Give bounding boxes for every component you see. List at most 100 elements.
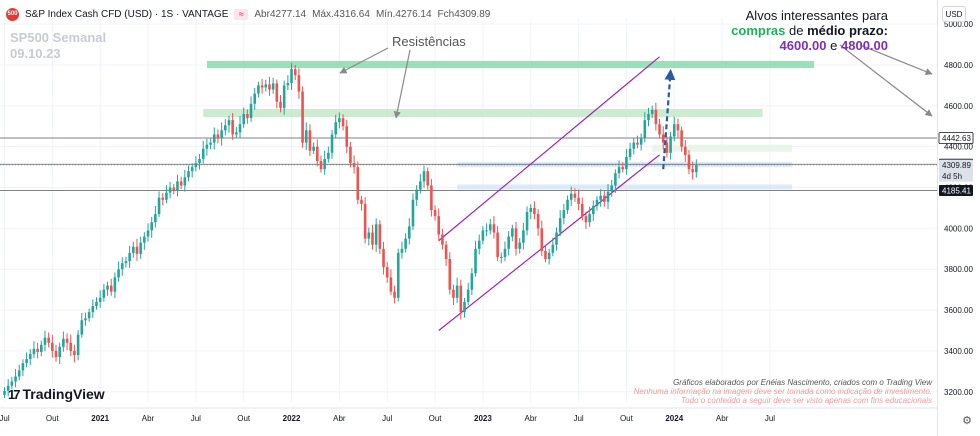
candle-body [157,197,161,215]
resistance-zone [206,60,815,69]
ohlc-low: Mín.4276.14 [375,8,432,20]
targets-of-word: de [789,23,804,38]
candle-body [183,177,187,186]
candle-body [352,163,356,168]
candle-body [179,181,183,186]
candle-body [389,277,393,292]
candle-body [695,165,698,173]
candle-body [139,242,142,254]
candle-body [411,199,415,227]
watermark-title: SP500 Semanal [10,30,107,45]
candle-body [385,267,389,278]
candle-body [246,114,249,119]
candle-body [459,285,463,313]
candle-body [209,142,212,145]
candle-body [474,248,477,274]
candle-body [150,222,153,231]
minor-zone [652,144,793,152]
symbol-logo[interactable]: 500 [6,7,19,21]
candle-body [419,181,422,190]
candle-body [529,207,533,213]
candle-body [212,134,216,143]
candle-body [290,69,293,83]
compare-icon[interactable]: ≈ [234,8,249,20]
price-tag-box [939,185,973,197]
candle-body [84,318,87,321]
tradingview-logo[interactable]: 17 TradingView [8,386,105,402]
currency-button[interactable]: USD [942,6,966,22]
candle-body [360,199,363,204]
candle-body [632,142,636,149]
candle-body [544,250,547,260]
candle-body [503,248,507,257]
candle-body [595,199,599,206]
candle-body [433,210,437,217]
candle-body [452,289,455,298]
x-tick-label: 2024 [665,414,683,423]
candle-body [271,83,275,90]
candle-body [43,337,47,345]
candle-body [3,390,6,395]
horizontal-levels [0,137,937,191]
y-tick-label: 4400.00 [944,143,973,152]
candle-body [172,187,176,191]
x-tick-label: Abr [525,414,538,423]
candle-body [128,252,131,262]
candle-body [558,218,562,233]
x-tick-label: Out [429,414,443,423]
candle-body [106,285,109,290]
candle-body [32,348,36,354]
candle-body [536,214,540,229]
candle-body [216,134,220,139]
candle-body [551,244,555,253]
candle-body [201,148,205,159]
price-tag-label: 4185.41 [942,187,971,196]
candle-body [17,370,21,377]
time-axis: Jul Out 2021 Abr Jul Out 2022 Abr Jul Out 2023 Abr J… [0,407,937,423]
candle-body [400,248,404,253]
candle-body [205,144,209,149]
candle-body [592,205,595,215]
candle-body [132,246,135,253]
candle-body [275,83,279,102]
candle-body [238,124,242,133]
candle-body [562,210,566,219]
candle-body [316,146,319,161]
candle-body [341,118,345,127]
x-tick-label: Out [46,414,60,423]
candle-body [371,232,374,245]
candle-body [481,230,485,241]
candle-body [14,376,17,382]
candle-body [73,350,76,356]
candle-body [25,359,28,364]
candle-body [441,234,444,245]
candle-body [264,84,268,88]
candle-body [312,146,315,151]
candle-body [124,261,128,264]
candle-body [614,173,617,186]
candle-body [190,167,194,172]
symbol-title[interactable]: S&P Index Cash CFD (USD) · 1S · VANTAGE [25,8,229,20]
candle-body [165,192,168,200]
candle-body [437,216,441,235]
candle-body [415,189,418,200]
x-tick-label: Abr [142,414,155,423]
candle-body [286,82,290,86]
resistance-zone [203,108,763,118]
settings-gear-icon[interactable]: ⚙ [962,415,972,427]
targets-and-word: e [830,38,838,53]
candle-body [293,69,297,76]
candle-body [308,130,312,151]
channel-line [438,56,660,242]
candle-body [6,385,10,391]
price-tag-box [939,159,973,182]
candle-body [176,181,179,191]
candle-body [36,348,39,352]
candle-body [40,344,43,352]
candle-body [249,103,253,119]
candle-body [422,171,426,182]
candle-body [518,242,521,249]
candle-body [242,114,245,125]
candle-body [588,214,591,223]
